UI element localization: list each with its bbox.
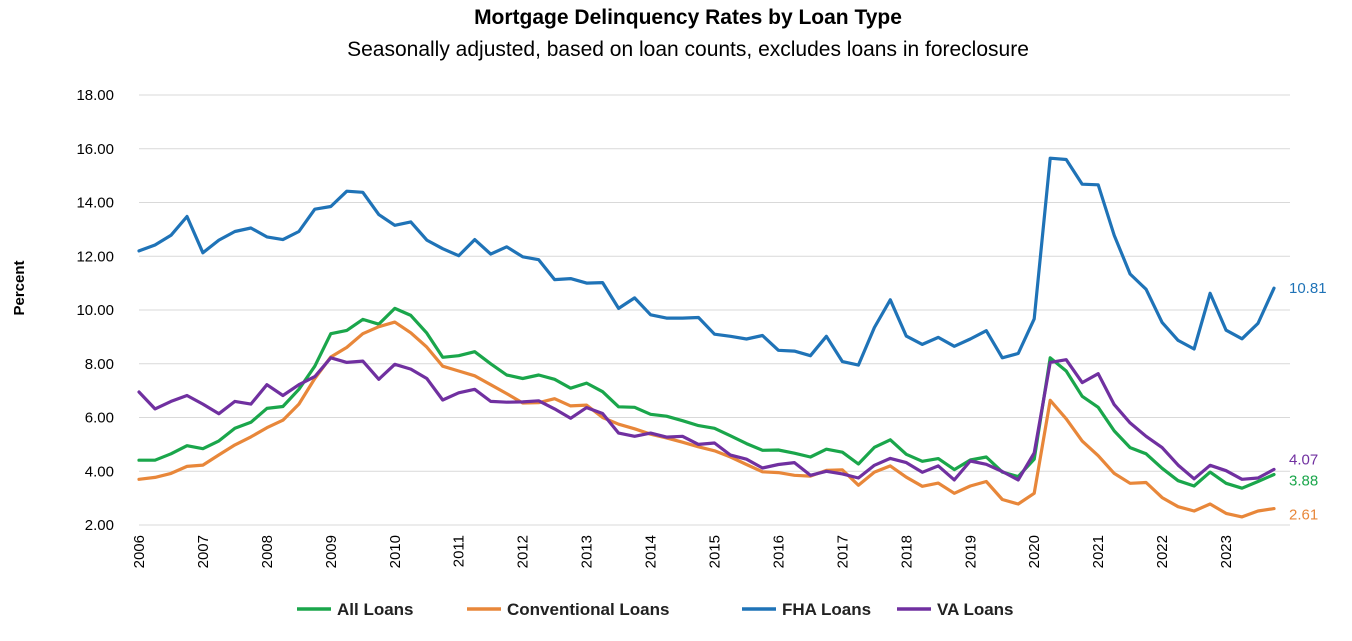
y-axis-label: Percent <box>11 260 28 315</box>
x-tick-label: 2006 <box>131 535 148 568</box>
y-tick-label: 10.00 <box>76 302 114 319</box>
y-tick-label: 12.00 <box>76 248 114 265</box>
y-tick-label: 16.00 <box>76 141 114 158</box>
series-line-1 <box>137 320 1276 519</box>
x-tick-label: 2007 <box>195 535 212 568</box>
series-lines <box>137 156 1276 519</box>
end-value-label: 3.88 <box>1289 472 1318 489</box>
legend-label: VA Loans <box>937 600 1014 619</box>
series-line-2 <box>137 156 1276 367</box>
legend: All Loans Conventional Loans FHA Loans VA L… <box>297 600 1014 619</box>
y-axis-ticks: 2.00 4.00 6.00 8.00 10.00 12.00 14.00 16.00 18.0… <box>76 87 114 534</box>
end-value-label: 2.61 <box>1289 507 1318 524</box>
x-tick-label: 2022 <box>1154 535 1171 568</box>
x-tick-label: 2018 <box>898 535 915 568</box>
x-tick-label: 2020 <box>1026 535 1043 568</box>
x-tick-label: 2011 <box>451 535 468 567</box>
x-tick-label: 2013 <box>579 535 596 568</box>
legend-label: Conventional Loans <box>507 600 669 619</box>
y-tick-label: 4.00 <box>85 463 114 480</box>
legend-label: All Loans <box>337 600 414 619</box>
gridlines <box>139 94 1290 526</box>
x-tick-label: 2015 <box>707 535 724 568</box>
series-line-3 <box>137 356 1276 482</box>
y-tick-label: 6.00 <box>85 410 114 427</box>
x-tick-label: 2019 <box>962 535 979 568</box>
x-tick-label: 2014 <box>643 535 660 568</box>
x-tick-label: 2010 <box>387 535 404 568</box>
legend-label: FHA Loans <box>782 600 871 619</box>
end-value-labels: 3.88 2.61 10.81 4.07 <box>1289 280 1327 523</box>
series-line-0 <box>137 306 1276 490</box>
x-tick-label: 2016 <box>770 535 787 568</box>
x-tick-label: 2023 <box>1218 535 1235 568</box>
x-tick-label: 2012 <box>515 535 532 568</box>
x-tick-label: 2021 <box>1090 535 1107 568</box>
x-tick-label: 2017 <box>834 535 851 568</box>
end-value-label: 10.81 <box>1289 280 1327 297</box>
x-tick-label: 2009 <box>323 535 340 568</box>
y-tick-label: 14.00 <box>76 195 114 212</box>
end-value-label: 4.07 <box>1289 451 1318 468</box>
y-tick-label: 18.00 <box>76 87 114 104</box>
y-tick-label: 2.00 <box>85 517 114 534</box>
chart-title: Mortgage Delinquency Rates by Loan Type <box>474 6 902 29</box>
y-tick-label: 8.00 <box>85 356 114 373</box>
chart-subtitle: Seasonally adjusted, based on loan count… <box>347 38 1029 61</box>
x-tick-label: 2008 <box>259 535 276 568</box>
x-axis-ticks: 2006 2007 2008 2009 2010 2011 2012 2013 2014 2015… <box>131 535 1235 568</box>
